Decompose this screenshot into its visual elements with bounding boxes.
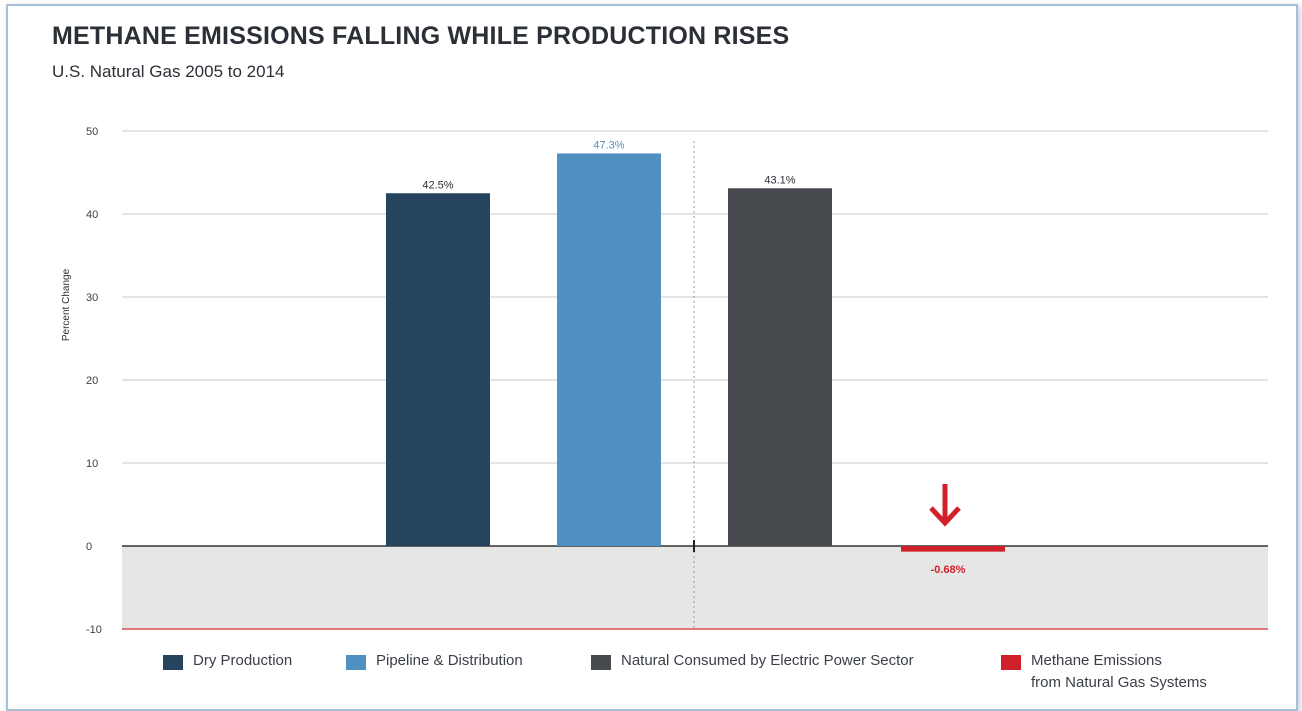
legend-label: Methane Emissions from Natural Gas Syste… [1031,650,1207,694]
chart-legend: Dry Production Pipeline & Distribution N… [163,650,1283,700]
legend-item-methane-emissions: Methane Emissions from Natural Gas Syste… [1001,650,1207,694]
bar-dry-production [386,193,490,546]
legend-swatch [591,655,611,670]
y-tick-label: 40 [86,209,98,221]
legend-item-pipeline-distribution: Pipeline & Distribution [346,650,523,672]
data-label: 42.5% [422,179,453,191]
negative-region [122,546,1268,629]
bar-pipeline-distribution [557,153,661,546]
y-axis-label: Percent Change [61,268,72,341]
legend-swatch [346,655,366,670]
legend-item-dry-production: Dry Production [163,650,292,672]
data-label: 43.1% [764,174,795,186]
y-tick-label: 0 [86,541,92,553]
y-tick-label: 50 [86,126,98,138]
legend-label: Natural Consumed by Electric Power Secto… [621,650,914,672]
y-tick-label: 20 [86,375,98,387]
y-tick-label: 30 [86,292,98,304]
legend-label: Dry Production [193,650,292,672]
legend-swatch [163,655,183,670]
bar-methane-emissions-from-natural-gas-systems [901,546,1005,552]
y-tick-label: 10 [86,458,98,470]
legend-swatch [1001,655,1021,670]
legend-label: Pipeline & Distribution [376,650,523,672]
data-label: 47.3% [593,139,624,151]
y-tick-label: -10 [86,624,102,636]
legend-item-electric-power: Natural Consumed by Electric Power Secto… [591,650,914,672]
bar-natural-consumed-by-electric-power-sector [728,188,832,546]
data-label: -0.68% [931,564,966,576]
